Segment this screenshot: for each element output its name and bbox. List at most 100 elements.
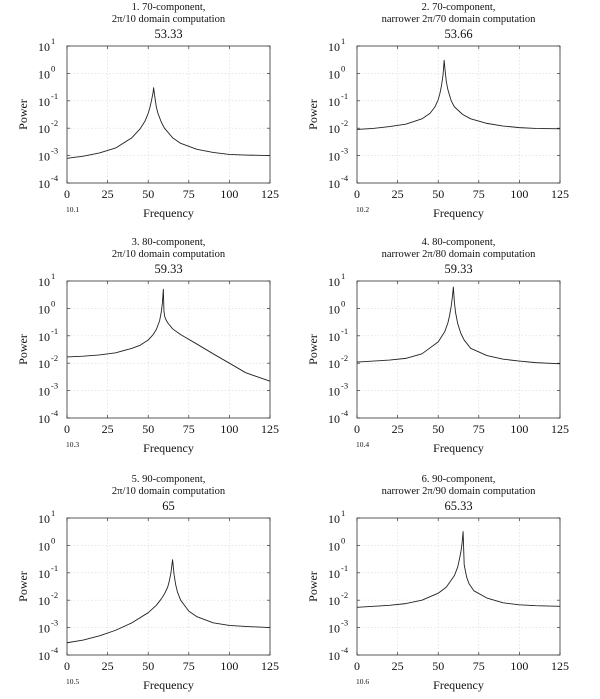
panel-id-label: 10.3	[66, 440, 79, 449]
y-tick-exponent: -2	[341, 353, 348, 363]
x-tick-label: 75	[183, 659, 195, 673]
peak-frequency-label: 65	[162, 499, 175, 513]
chart-title-line: 2π/10 domain computation	[112, 249, 226, 260]
y-tick-base: 10	[328, 539, 340, 553]
power-spectrum-line	[66, 559, 271, 644]
y-tick-label: 10 -4	[38, 645, 59, 663]
y-tick-exponent: -3	[341, 146, 348, 156]
y-tick-base: 10	[38, 539, 50, 553]
y-axis-label: Power	[306, 99, 320, 130]
x-axis-label: Frequency	[433, 206, 484, 220]
y-tick-exponent: 0	[341, 63, 345, 73]
y-tick-base: 10	[328, 385, 340, 399]
peak-frequency-label: 59.33	[444, 262, 472, 276]
y-tick-exponent: -2	[51, 590, 58, 600]
y-tick-base: 10	[328, 357, 340, 371]
chart-title-line: 2π/10 domain computation	[112, 486, 226, 497]
x-tick-label: 25	[102, 187, 114, 201]
x-tick-label: 125	[551, 187, 569, 201]
y-tick-exponent: -2	[341, 590, 348, 600]
y-tick-label: 10 -2	[328, 590, 348, 608]
y-tick-base: 10	[328, 40, 340, 54]
y-tick-base: 10	[38, 649, 50, 663]
y-tick-exponent: 0	[51, 535, 55, 545]
y-tick-base: 10	[328, 412, 340, 426]
power-spectrum-line	[356, 286, 561, 365]
x-tick-label: 100	[220, 422, 238, 436]
y-tick-label: 10 0	[328, 63, 345, 81]
panel-id-label: 10.5	[66, 677, 79, 686]
x-tick-label: 25	[102, 422, 114, 436]
y-tick-exponent: -1	[51, 563, 58, 573]
y-tick-exponent: -1	[341, 326, 348, 336]
x-tick-label: 100	[220, 187, 238, 201]
y-tick-base: 10	[38, 40, 50, 54]
plot-frame	[66, 45, 271, 184]
y-tick-label: 10 -2	[328, 353, 348, 371]
chart-title-line: 1. 70-component,	[132, 2, 206, 13]
y-tick-exponent: -3	[51, 146, 58, 156]
x-tick-label: 25	[102, 659, 114, 673]
x-tick-label: 100	[510, 187, 528, 201]
y-axis-label: Power	[16, 571, 30, 602]
y-tick-label: 10 0	[328, 535, 345, 553]
chart-panel-5: 5. 90-component,2π/10 domain computation…	[16, 474, 279, 692]
plot-frame	[66, 517, 271, 656]
panel-id-label: 10.4	[356, 440, 369, 449]
y-tick-exponent: 0	[51, 63, 55, 73]
y-tick-base: 10	[328, 122, 340, 136]
y-tick-base: 10	[328, 95, 340, 109]
peak-frequency-label: 53.66	[444, 27, 472, 41]
chart-panel-6: 6. 90-component,narrower 2π/90 domain co…	[306, 474, 569, 692]
y-tick-exponent: -4	[51, 645, 59, 655]
x-tick-label: 125	[551, 422, 569, 436]
x-tick-label: 50	[432, 187, 444, 201]
y-tick-label: 10 -2	[38, 353, 58, 371]
y-tick-base: 10	[38, 357, 50, 371]
y-tick-exponent: -4	[51, 173, 59, 183]
power-spectrum-line	[356, 531, 561, 608]
y-tick-exponent: 1	[51, 271, 55, 281]
y-tick-base: 10	[38, 122, 50, 136]
y-tick-base: 10	[328, 302, 340, 316]
y-tick-exponent: -3	[51, 381, 58, 391]
x-tick-label: 50	[432, 659, 444, 673]
x-tick-label: 50	[142, 659, 154, 673]
y-axis-label: Power	[306, 334, 320, 365]
x-tick-label: 100	[510, 659, 528, 673]
peak-frequency-label: 65.33	[444, 499, 472, 513]
y-tick-label: 10 -1	[38, 91, 58, 109]
y-tick-exponent: 0	[51, 298, 55, 308]
y-tick-base: 10	[328, 150, 340, 164]
y-tick-exponent: -4	[341, 173, 349, 183]
chart-title-line: 4. 80-component,	[422, 237, 496, 248]
peak-frequency-label: 53.33	[154, 27, 182, 41]
y-tick-exponent: -2	[341, 118, 348, 128]
y-tick-label: 10 1	[328, 271, 345, 289]
y-tick-label: 10 -4	[328, 645, 349, 663]
y-tick-label: 10 -3	[328, 146, 348, 164]
y-tick-exponent: 0	[341, 298, 345, 308]
y-tick-exponent: -1	[51, 91, 58, 101]
x-tick-label: 0	[64, 659, 70, 673]
y-axis-label: Power	[306, 571, 320, 602]
chart-title-line: 6. 90-component,	[422, 474, 496, 485]
y-tick-label: 10 -1	[328, 563, 348, 581]
y-tick-label: 10 -4	[328, 173, 349, 191]
chart-title-line: 5. 90-component,	[132, 474, 206, 485]
y-tick-exponent: -2	[51, 118, 58, 128]
y-tick-label: 10 1	[38, 36, 55, 54]
panel-id-label: 10.6	[356, 677, 369, 686]
y-tick-label: 10 0	[38, 298, 55, 316]
y-tick-exponent: 0	[341, 535, 345, 545]
y-tick-exponent: -4	[341, 645, 349, 655]
chart-title-line: narrower 2π/90 domain computation	[382, 486, 536, 497]
y-tick-label: 10 1	[38, 271, 55, 289]
y-tick-label: 10 -1	[38, 326, 58, 344]
y-tick-label: 10 -2	[38, 118, 58, 136]
x-tick-label: 125	[261, 659, 279, 673]
x-axis-label: Frequency	[143, 206, 194, 220]
y-tick-base: 10	[328, 567, 340, 581]
x-tick-label: 125	[261, 422, 279, 436]
x-tick-label: 100	[220, 659, 238, 673]
